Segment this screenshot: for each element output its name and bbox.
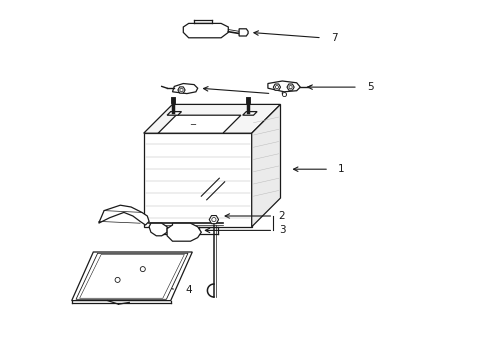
Circle shape	[275, 86, 278, 89]
Text: 4: 4	[185, 285, 191, 295]
Text: 3: 3	[278, 225, 285, 235]
Polygon shape	[149, 223, 167, 236]
Polygon shape	[167, 223, 201, 241]
Polygon shape	[143, 104, 280, 133]
Text: 7: 7	[330, 33, 337, 43]
Polygon shape	[267, 81, 300, 92]
Circle shape	[140, 266, 145, 271]
Text: −: −	[188, 120, 195, 129]
Circle shape	[180, 89, 183, 92]
Text: 5: 5	[366, 82, 373, 92]
Polygon shape	[242, 112, 257, 115]
Polygon shape	[72, 252, 192, 301]
Polygon shape	[158, 115, 241, 133]
Polygon shape	[172, 84, 197, 94]
Polygon shape	[209, 216, 218, 224]
Text: 6: 6	[280, 89, 286, 99]
Polygon shape	[99, 205, 149, 225]
Text: 1: 1	[337, 164, 344, 174]
Circle shape	[288, 86, 292, 89]
Circle shape	[115, 277, 120, 282]
Polygon shape	[143, 133, 251, 227]
Polygon shape	[76, 253, 187, 299]
Polygon shape	[273, 84, 280, 90]
Polygon shape	[80, 255, 184, 298]
Polygon shape	[239, 29, 247, 36]
Polygon shape	[167, 112, 181, 115]
Polygon shape	[178, 87, 185, 93]
Polygon shape	[251, 104, 280, 227]
Polygon shape	[286, 84, 294, 90]
Circle shape	[211, 217, 216, 222]
Text: 2: 2	[278, 211, 285, 221]
Polygon shape	[183, 23, 228, 38]
